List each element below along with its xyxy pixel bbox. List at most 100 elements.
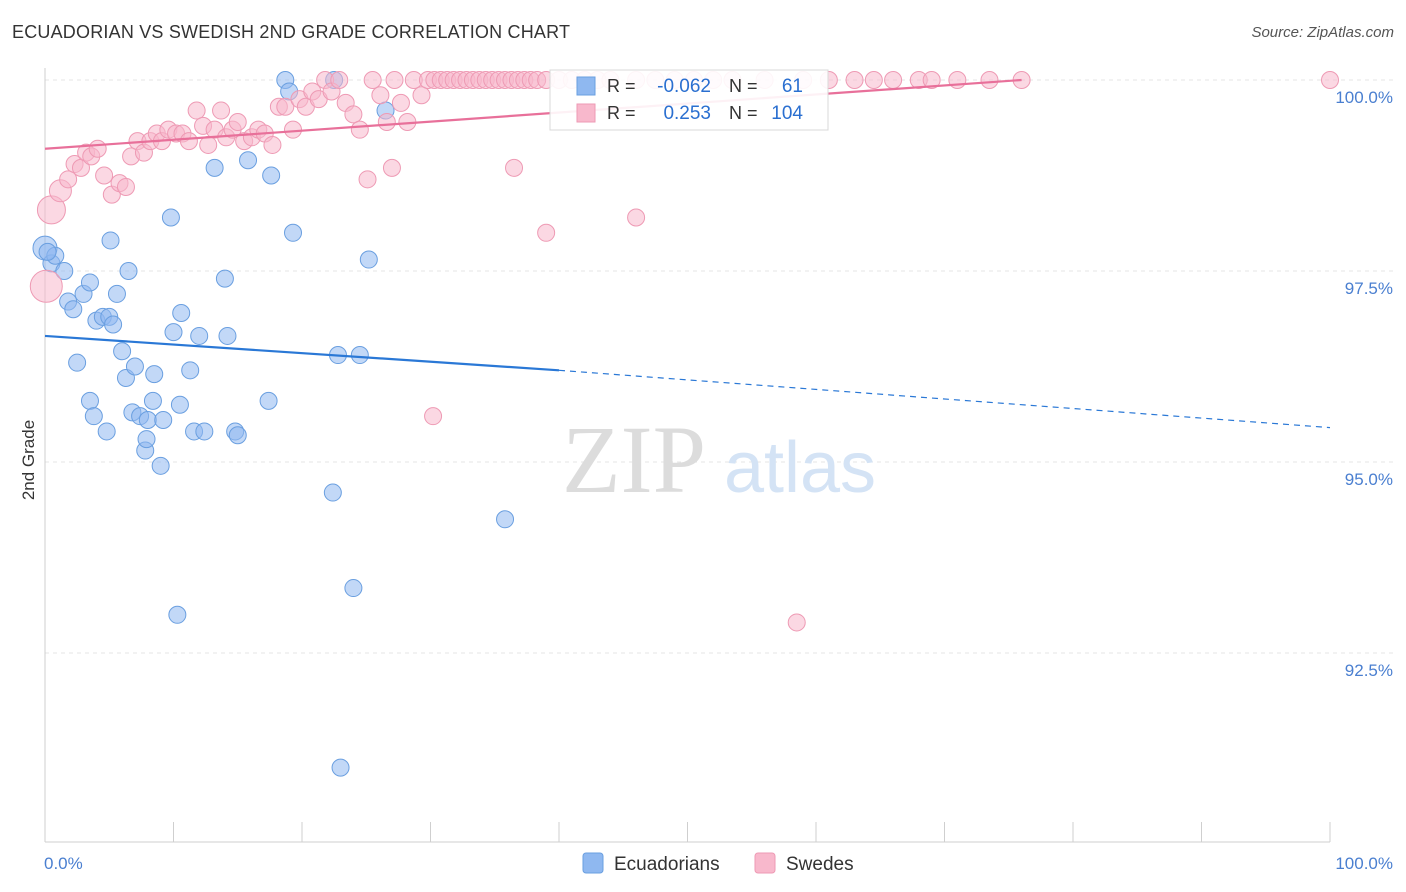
legend-stats-box	[549, 69, 829, 131]
legend-r-value: 0.253	[663, 103, 711, 124]
legend-swatch	[576, 76, 596, 96]
data-point	[359, 250, 378, 269]
data-point	[363, 71, 382, 89]
data-point	[187, 101, 206, 120]
data-point	[88, 139, 107, 158]
data-point	[262, 166, 281, 185]
y-tick-label: 97.5%	[1345, 279, 1393, 298]
legend-item-label[interactable]: Swedes	[786, 854, 854, 875]
data-point	[239, 151, 258, 170]
data-point	[151, 456, 170, 475]
data-point	[80, 273, 99, 292]
y-tick-label: 95.0%	[1345, 470, 1393, 489]
series-swedes	[29, 71, 1339, 632]
data-point	[391, 93, 410, 112]
watermark: ZIP atlas	[562, 406, 876, 513]
watermark-zip: ZIP	[562, 406, 706, 513]
data-point	[84, 407, 103, 426]
x-tick-label-end: 100.0%	[1335, 854, 1393, 873]
data-point	[113, 342, 132, 361]
legend-item-swatch[interactable]	[582, 852, 604, 874]
trend-lines	[44, 78, 1331, 429]
y-tick-label: 100.0%	[1335, 88, 1393, 107]
data-point	[496, 510, 515, 529]
data-point	[143, 391, 162, 410]
legend-n-value: 61	[782, 76, 803, 97]
watermark-atlas: atlas	[724, 428, 876, 508]
data-point	[276, 97, 295, 116]
data-point	[358, 170, 377, 189]
data-point	[107, 284, 126, 303]
data-point	[172, 304, 191, 323]
data-point	[101, 231, 120, 250]
data-point	[97, 422, 116, 441]
data-point	[161, 208, 180, 227]
data-point	[371, 86, 390, 105]
trend-line-swedes	[44, 78, 1022, 150]
legend-item-label[interactable]: Ecuadorians	[614, 854, 720, 875]
data-point	[181, 361, 200, 380]
legend-n-value: 104	[771, 103, 803, 124]
data-point	[412, 86, 431, 105]
data-point	[228, 113, 247, 132]
data-point	[215, 269, 234, 288]
y-tick-label: 92.5%	[1345, 661, 1393, 680]
data-point	[68, 353, 87, 372]
data-point	[170, 395, 189, 414]
legend-n-label: N =	[729, 76, 758, 96]
data-point	[212, 101, 231, 120]
data-point	[382, 158, 401, 177]
data-point	[377, 113, 396, 132]
data-point	[55, 262, 74, 280]
legend-item-swatch[interactable]	[754, 852, 776, 874]
source-label: Source: ZipAtlas.com	[1251, 24, 1394, 41]
data-point	[884, 71, 903, 89]
data-point	[331, 758, 350, 777]
data-point	[154, 410, 173, 429]
data-point	[59, 170, 78, 189]
data-point	[137, 430, 156, 449]
data-point	[138, 410, 157, 429]
data-point	[1321, 71, 1339, 89]
data-point	[80, 391, 99, 410]
data-point	[125, 357, 144, 376]
data-point	[259, 391, 278, 410]
legend-r-label: R =	[607, 76, 636, 96]
data-point	[922, 71, 941, 89]
data-point	[38, 242, 57, 261]
data-point	[505, 158, 524, 177]
data-point	[330, 71, 349, 89]
trend-line-ecuadorians	[44, 334, 560, 372]
data-point	[344, 105, 363, 124]
data-point	[344, 579, 363, 598]
data-point	[116, 177, 135, 196]
data-point	[537, 223, 556, 242]
data-point	[350, 346, 369, 365]
data-point	[350, 120, 369, 139]
data-point	[104, 315, 123, 334]
data-point	[195, 422, 214, 441]
chart-title: ECUADORIAN VS SWEDISH 2ND GRADE CORRELAT…	[12, 22, 571, 42]
legend-n-label: N =	[729, 103, 758, 123]
data-point	[845, 71, 864, 89]
data-point	[627, 208, 646, 227]
data-point	[385, 71, 404, 89]
axes: 100.0% 97.5% 95.0% 92.5% 0.0% 100.0% 2nd Grade	[19, 68, 1393, 873]
data-point	[218, 326, 237, 345]
data-point	[119, 262, 138, 280]
legend-bottom: Ecuadorians Swedes	[582, 852, 854, 875]
x-tick-label-start: 0.0%	[44, 854, 83, 873]
data-point	[263, 135, 282, 154]
data-point	[64, 300, 83, 319]
data-point	[323, 483, 342, 502]
data-point	[424, 407, 443, 426]
data-point	[168, 605, 187, 624]
data-point	[145, 365, 164, 384]
data-point	[980, 71, 999, 89]
data-point	[95, 166, 114, 185]
legend-swatch	[576, 103, 596, 123]
trend-line-ecuadorians-extension	[558, 369, 1331, 429]
data-point	[284, 223, 303, 242]
data-point	[864, 71, 883, 89]
